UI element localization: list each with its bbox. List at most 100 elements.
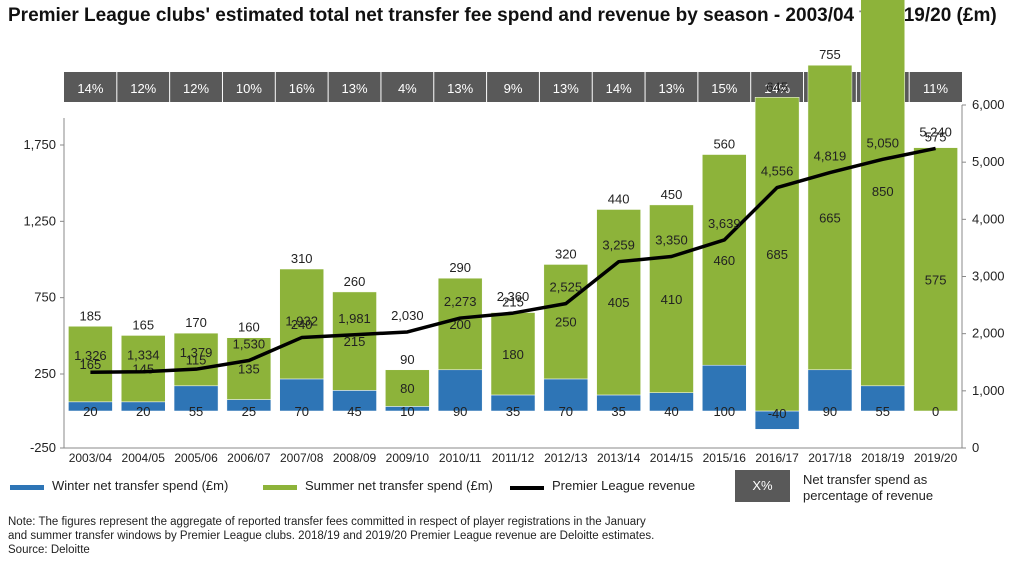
left-axis-tick-label: 250 bbox=[34, 366, 56, 381]
label-winter: 40 bbox=[664, 404, 678, 419]
x-axis-tick-label: 2016/17 bbox=[755, 451, 799, 465]
percent-label: 13% bbox=[553, 81, 579, 96]
percent-label: 13% bbox=[658, 81, 684, 96]
label-summer: 460 bbox=[713, 253, 735, 268]
label-revenue: 3,639 bbox=[708, 216, 741, 231]
bar-winter bbox=[173, 385, 219, 412]
label-summer: 145 bbox=[132, 362, 154, 377]
left-axis-tick-label: -250 bbox=[30, 440, 56, 455]
label-summer: 135 bbox=[238, 362, 260, 377]
label-winter: 90 bbox=[823, 404, 837, 419]
label-winter: 55 bbox=[876, 404, 890, 419]
label-winter: 20 bbox=[136, 404, 150, 419]
percent-label: 12% bbox=[130, 81, 156, 96]
label-revenue: 1,530 bbox=[233, 337, 266, 352]
label-winter: 70 bbox=[294, 404, 308, 419]
label-summer: 215 bbox=[344, 334, 366, 349]
x-axis-tick-label: 2010/11 bbox=[439, 451, 482, 465]
label-revenue: 1,379 bbox=[180, 345, 213, 360]
right-axis-tick-label: 4,000 bbox=[972, 211, 1005, 226]
right-axis-tick-label: 0 bbox=[972, 440, 979, 455]
bar-summer bbox=[649, 204, 694, 393]
label-winter: 0 bbox=[932, 404, 939, 419]
label-revenue: 1,981 bbox=[338, 311, 371, 326]
legend-swatch-winter bbox=[10, 485, 44, 490]
label-total: 165 bbox=[132, 317, 154, 332]
label-revenue: 2,525 bbox=[550, 280, 583, 295]
footnote-line2: and summer transfer windows by Premier L… bbox=[8, 530, 655, 542]
label-revenue: 4,556 bbox=[761, 164, 794, 179]
bar-summer bbox=[120, 335, 166, 403]
label-winter: 55 bbox=[189, 404, 203, 419]
label-summer: 240 bbox=[291, 317, 313, 332]
bar-winter bbox=[860, 385, 906, 412]
label-summer: 405 bbox=[608, 295, 630, 310]
label-summer: 410 bbox=[661, 292, 683, 307]
label-winter: 90 bbox=[453, 404, 467, 419]
bar-summer bbox=[860, 0, 906, 387]
label-total: 90 bbox=[400, 352, 414, 367]
legend-pct-box: X% bbox=[735, 470, 790, 502]
bar-summer bbox=[913, 147, 958, 412]
label-total: 440 bbox=[608, 191, 630, 206]
left-axis-tick-label: 1,750 bbox=[23, 137, 56, 152]
left-axis-tick-label: 1,250 bbox=[23, 213, 56, 228]
label-revenue: 4,819 bbox=[814, 149, 847, 164]
label-winter: 70 bbox=[559, 404, 573, 419]
legend-pct-description-line2: percentage of revenue bbox=[803, 488, 934, 503]
legend-line-revenue bbox=[510, 486, 544, 490]
bar-summer bbox=[807, 64, 853, 371]
label-summer: 250 bbox=[555, 315, 577, 330]
chart-title: Premier League clubs' estimated total ne… bbox=[8, 5, 997, 26]
left-axis-tick-label: 750 bbox=[34, 290, 56, 305]
x-axis-tick-label: 2017/18 bbox=[808, 451, 852, 465]
x-axis-tick-label: 2013/14 bbox=[597, 451, 641, 465]
label-revenue: 5,050 bbox=[866, 135, 899, 150]
bar-summer bbox=[437, 277, 483, 371]
percent-label: 13% bbox=[447, 81, 473, 96]
label-total: 450 bbox=[661, 187, 683, 202]
bar-summer bbox=[173, 332, 219, 387]
x-axis-tick-label: 2007/08 bbox=[280, 451, 324, 465]
label-revenue: 2,360 bbox=[497, 289, 530, 304]
bar-summer bbox=[279, 268, 324, 380]
percent-label: 11% bbox=[923, 81, 948, 96]
percent-label: 13% bbox=[342, 81, 368, 96]
x-axis-tick-label: 2019/20 bbox=[914, 451, 958, 465]
right-axis-tick-label: 2,000 bbox=[972, 326, 1005, 341]
label-winter: -40 bbox=[768, 406, 787, 421]
label-summer: 685 bbox=[766, 247, 788, 262]
legend-label-winter: Winter net transfer spend (£m) bbox=[52, 478, 229, 493]
label-total: 320 bbox=[555, 246, 577, 261]
label-revenue: 1,932 bbox=[285, 314, 318, 329]
right-axis-tick-label: 1,000 bbox=[972, 383, 1005, 398]
chart-area: 14% 12% 12% 10% 16% 13% 4% 13% 9% 13% 14% 13% 15% 14%… bbox=[23, 0, 1005, 465]
bar-winter bbox=[702, 364, 747, 412]
percent-label: 14% bbox=[764, 81, 790, 96]
x-axis-tick-label: 2003/04 bbox=[69, 451, 113, 465]
x-axis-tick-label: 2012/13 bbox=[544, 451, 588, 465]
label-summer: 850 bbox=[872, 184, 894, 199]
label-revenue: 2,273 bbox=[444, 294, 477, 309]
x-axis-tick-label: 2008/09 bbox=[333, 451, 377, 465]
percent-label: 14% bbox=[606, 81, 632, 96]
label-total: 290 bbox=[449, 260, 471, 275]
label-winter: 100 bbox=[713, 404, 735, 419]
label-revenue: 3,259 bbox=[602, 238, 635, 253]
legend-pct-description-line1: Net transfer spend as bbox=[803, 472, 928, 487]
x-axis-tick-label: 2014/15 bbox=[650, 451, 694, 465]
x-axis-tick-label: 2004/05 bbox=[122, 451, 166, 465]
label-revenue: 1,334 bbox=[127, 348, 160, 363]
percent-label: 10% bbox=[236, 81, 262, 96]
label-total: 755 bbox=[819, 47, 841, 62]
bar-summer bbox=[385, 369, 430, 407]
footnote-source: Source: Deloitte bbox=[8, 544, 90, 556]
label-total: 310 bbox=[291, 251, 313, 266]
label-total: 185 bbox=[80, 308, 102, 323]
bar-summer bbox=[543, 264, 589, 380]
label-revenue: 1,326 bbox=[74, 348, 107, 363]
bar-summer bbox=[596, 209, 641, 396]
percent-label: 16% bbox=[289, 81, 315, 96]
label-total: 260 bbox=[344, 274, 366, 289]
bar-winter bbox=[437, 369, 483, 412]
